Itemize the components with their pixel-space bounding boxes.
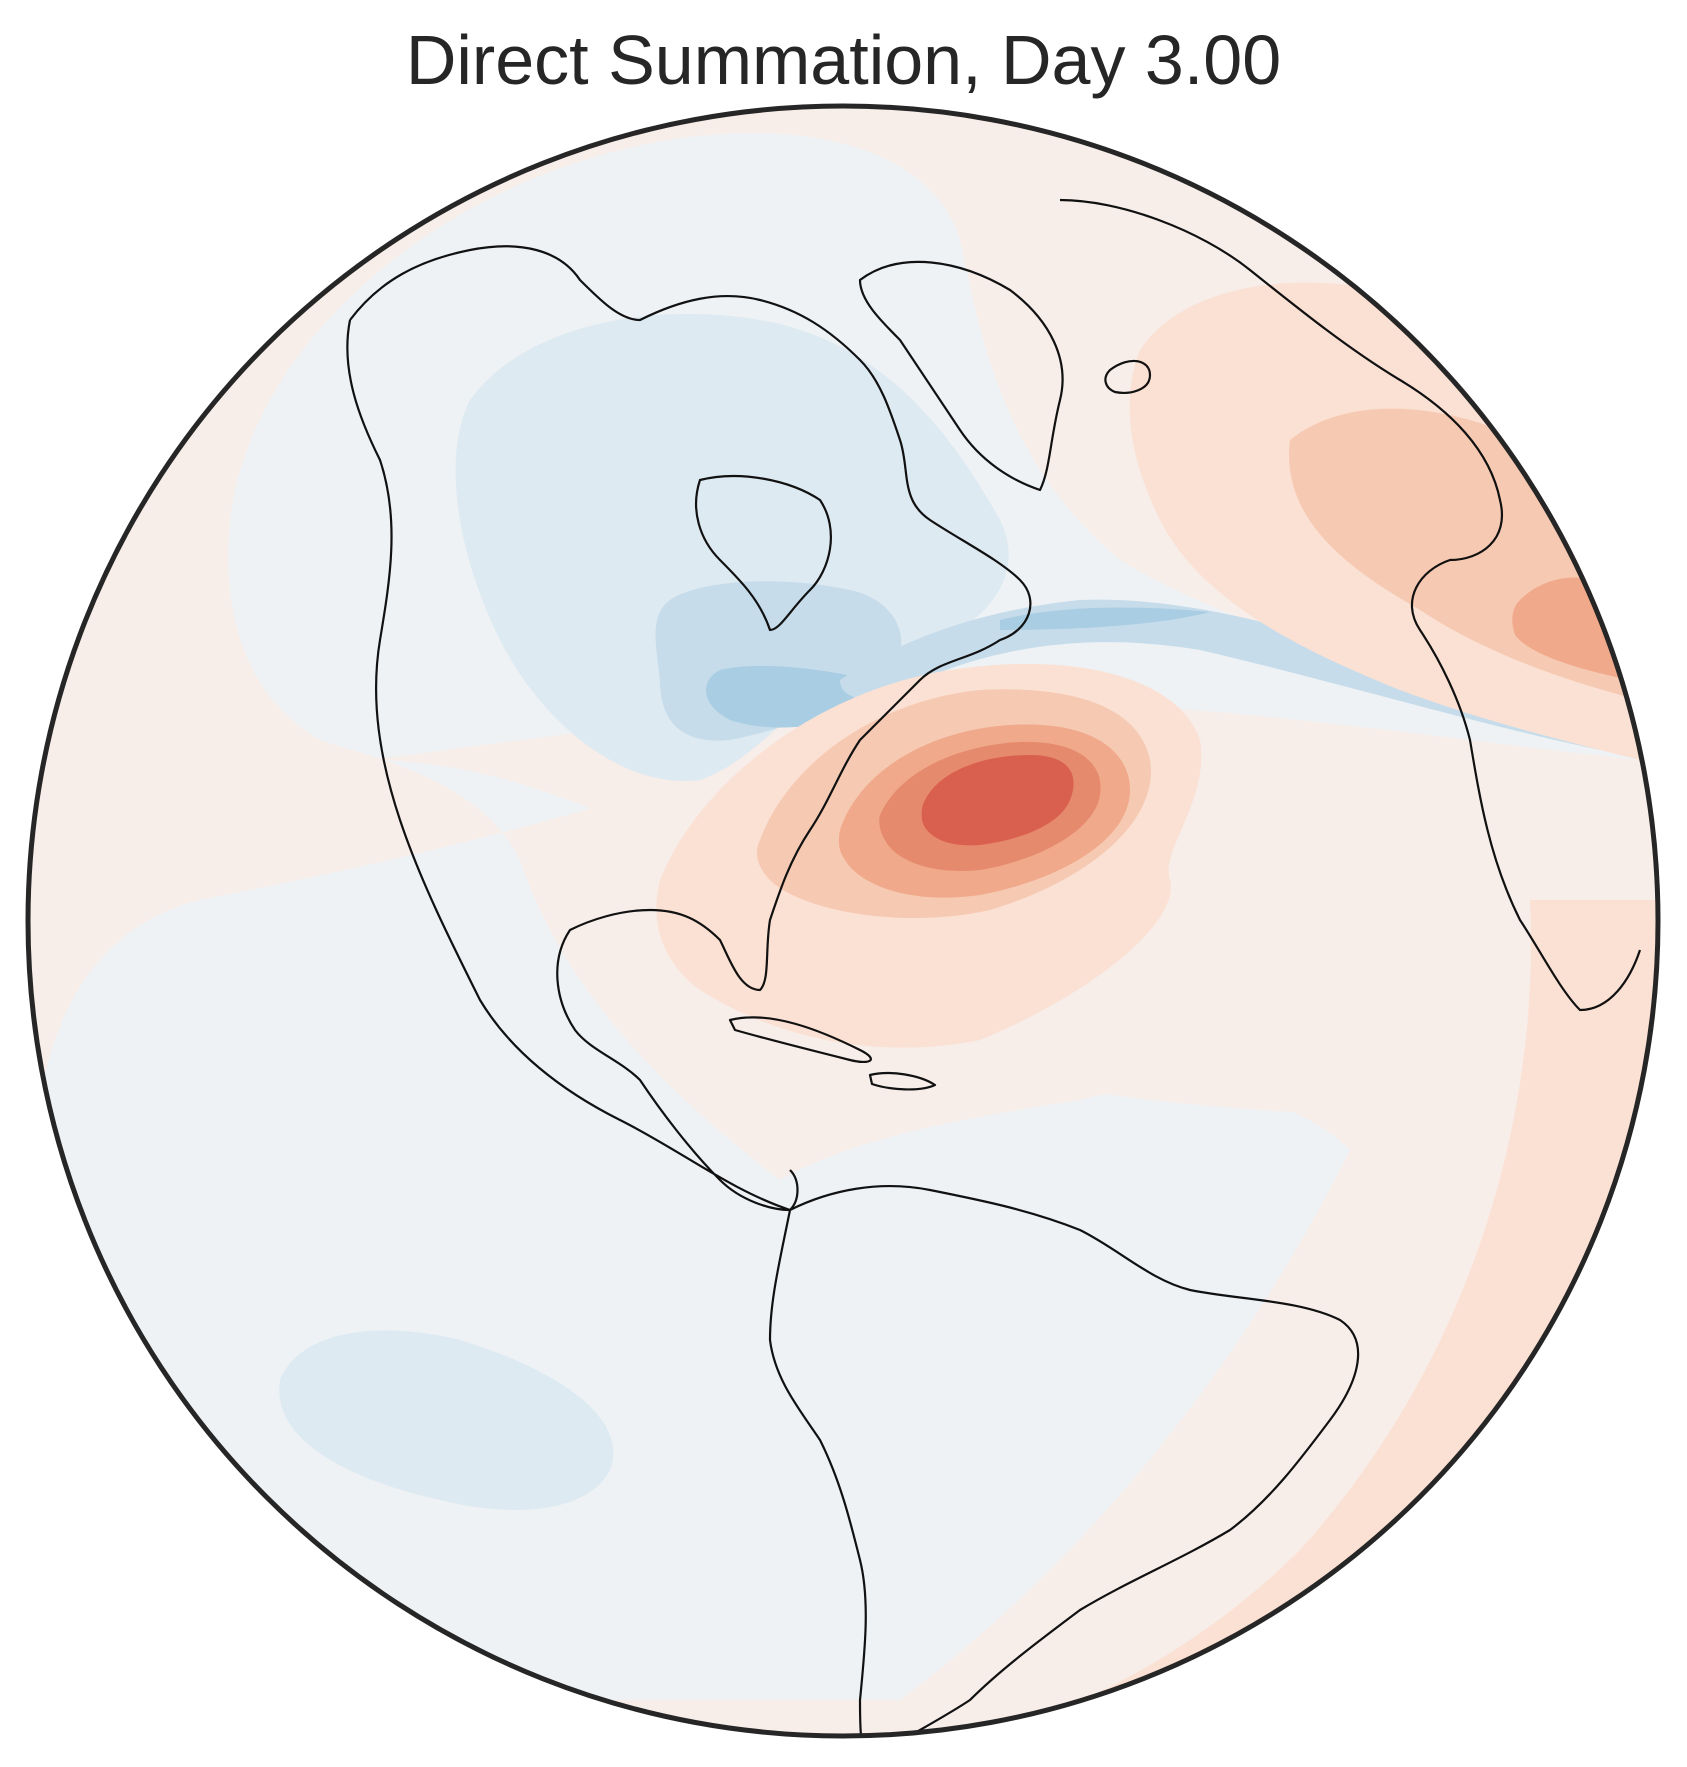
coastlines [346, 198, 1642, 1736]
coastline-europe-africa [1059, 198, 1642, 1012]
negative-band-atlantic [840, 599, 1610, 750]
negative-band-atlantic-core [1000, 607, 1210, 630]
coastline-south-america [768, 1185, 1360, 1736]
coastline-north-america [346, 245, 1032, 1212]
negative-level-1-south-pacific [279, 1330, 614, 1510]
coastline-greenland [858, 260, 1064, 492]
coastline-hudson-bay [695, 474, 832, 632]
negative-level-1-canada [455, 313, 1009, 781]
coastline-hispaniola [868, 1071, 937, 1091]
negative-broad-region [40, 132, 1640, 1700]
coastline-iceland [1104, 359, 1152, 394]
globe-frame [25, 103, 1661, 1739]
positive-level-5-atlantic [921, 755, 1074, 846]
figure-title: Direct Summation, Day 3.00 [405, 21, 1282, 99]
coastline-cuba [728, 1016, 872, 1064]
